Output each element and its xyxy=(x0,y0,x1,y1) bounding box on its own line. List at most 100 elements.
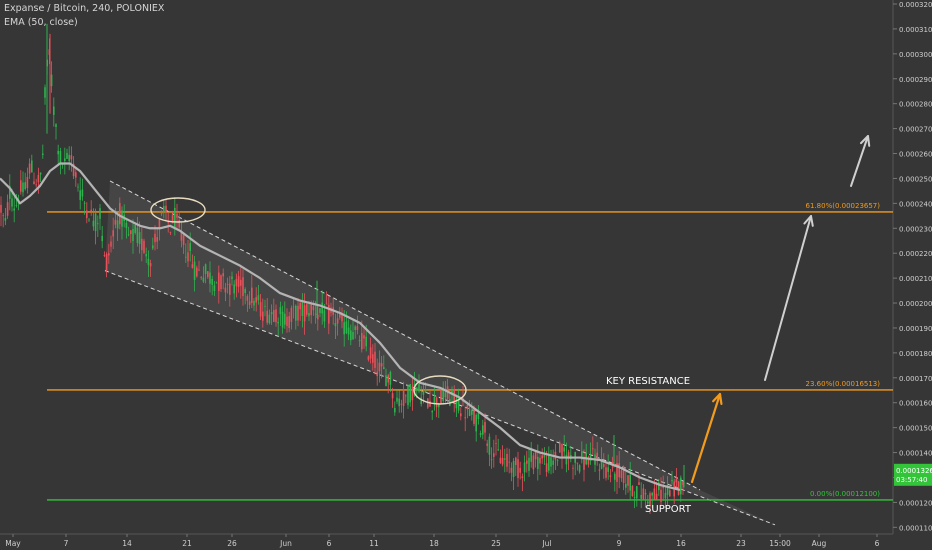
candle-body xyxy=(308,312,310,317)
y-tick-label: 0.00012000 xyxy=(899,499,932,507)
candle-body xyxy=(541,455,543,459)
candle-body xyxy=(499,457,502,463)
candle-body xyxy=(561,443,563,458)
candle-body xyxy=(189,243,191,251)
symbol-title[interactable]: Expanse / Bitcoin, 240, POLONIEX xyxy=(4,3,165,14)
candle-countdown: 03:57:40 xyxy=(896,476,927,484)
candle-body xyxy=(103,255,106,256)
candle-body xyxy=(633,496,636,498)
candle-body xyxy=(231,276,233,280)
candle-body xyxy=(303,305,306,322)
candle-body xyxy=(501,457,504,465)
candle-body xyxy=(147,258,150,265)
candle-body xyxy=(444,392,447,398)
candle-body xyxy=(202,277,205,282)
candle-body xyxy=(237,276,240,287)
candle-body xyxy=(596,452,598,461)
candle-body xyxy=(70,155,73,160)
candle-body xyxy=(658,482,660,491)
candle-body xyxy=(279,307,282,315)
y-tick-label: 0.00015000 xyxy=(899,425,932,433)
x-tick-label: Aug xyxy=(812,539,827,548)
candle-body xyxy=(226,283,229,285)
candle-body xyxy=(15,205,18,206)
candle-body xyxy=(365,336,367,347)
candle-body xyxy=(468,409,471,416)
candle-body xyxy=(290,307,293,322)
candle-body xyxy=(422,391,425,395)
y-tick-label: 0.00024000 xyxy=(899,200,932,208)
candle-body xyxy=(233,284,235,294)
candle-body xyxy=(59,151,62,164)
candle-body xyxy=(354,326,356,331)
candle-body xyxy=(149,263,152,267)
candle-body xyxy=(196,267,198,277)
candle-body xyxy=(563,447,565,452)
indicator-legend[interactable]: EMA (50, close) xyxy=(4,17,78,28)
candle-body xyxy=(655,493,658,500)
candle-body xyxy=(33,181,35,185)
candle-body xyxy=(193,261,196,280)
candle-body xyxy=(99,208,101,219)
candle-body xyxy=(457,400,460,411)
candle-body xyxy=(79,190,81,200)
candle-body xyxy=(108,253,110,256)
candle-body xyxy=(638,482,640,485)
y-tick-label: 0.00029000 xyxy=(899,76,932,84)
candle-body xyxy=(559,443,561,453)
candle-body xyxy=(642,488,645,499)
candle-body xyxy=(200,277,202,278)
y-tick-label: 0.00031000 xyxy=(899,26,932,34)
candle-body xyxy=(394,407,396,413)
candle-body xyxy=(526,460,528,464)
candle-body xyxy=(497,449,499,451)
candle-body xyxy=(653,488,656,500)
candle-body xyxy=(442,387,444,402)
candle-body xyxy=(352,332,354,340)
candle-body xyxy=(343,322,345,335)
candle-body xyxy=(530,450,532,462)
candle-body xyxy=(72,163,75,177)
candle-body xyxy=(165,205,167,213)
candle-body xyxy=(112,230,114,237)
candle-body xyxy=(398,398,400,407)
candle-body xyxy=(361,332,363,350)
x-tick-label: 18 xyxy=(429,539,439,548)
candle-body xyxy=(270,312,273,315)
candle-body xyxy=(0,204,2,213)
candle-body xyxy=(647,501,649,504)
candle-body xyxy=(325,303,328,305)
candle-body xyxy=(211,278,213,285)
candle-body xyxy=(284,313,286,325)
arrow-orange-shaft xyxy=(690,392,722,484)
fib-level-label: 23.60%(0.00016513) xyxy=(806,380,881,388)
candle-body xyxy=(22,182,24,193)
candle-body xyxy=(143,240,145,253)
candle-body xyxy=(431,411,433,413)
x-tick-label: 15:00 xyxy=(769,539,791,548)
candle-body xyxy=(372,354,374,363)
candle-body xyxy=(435,397,438,408)
candle-body xyxy=(336,318,339,324)
candle-body xyxy=(616,462,618,482)
candle-body xyxy=(321,302,323,314)
candle-body xyxy=(433,397,436,404)
candle-body xyxy=(244,289,246,293)
y-tick-label: 0.00019000 xyxy=(899,325,932,333)
candle-body xyxy=(297,305,299,321)
candle-body xyxy=(171,215,174,224)
candle-body xyxy=(334,323,337,327)
arrow-target-shaft xyxy=(764,215,812,381)
candle-body xyxy=(677,481,680,495)
candle-body xyxy=(222,273,224,277)
candle-body xyxy=(198,269,200,271)
candle-body xyxy=(176,213,178,218)
candle-body xyxy=(158,219,161,228)
candle-body xyxy=(28,163,31,174)
arrow-extension-head xyxy=(859,135,871,147)
candle-body xyxy=(620,470,623,479)
candle-body xyxy=(625,483,627,488)
ema-line xyxy=(0,162,681,492)
